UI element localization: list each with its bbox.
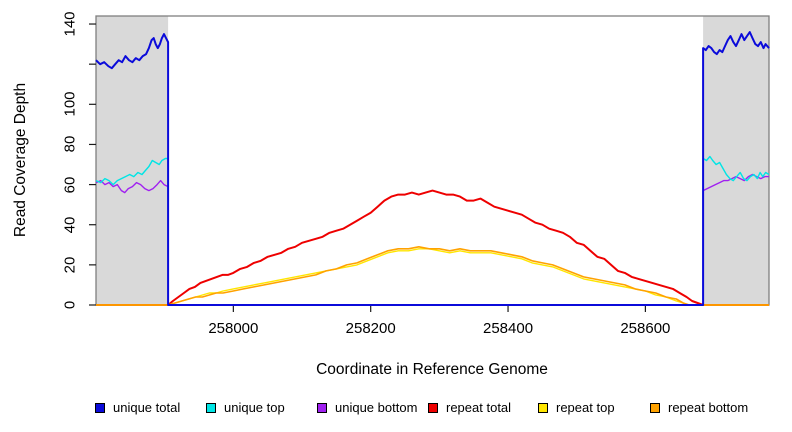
y-tick-label: 0 bbox=[61, 300, 79, 310]
series-unique-top bbox=[95, 155, 770, 306]
y-tick-label: 80 bbox=[61, 136, 79, 153]
x-axis-title: Coordinate in Reference Genome bbox=[316, 361, 548, 378]
series-repeat-total bbox=[96, 189, 769, 306]
x-tick-label: 258200 bbox=[345, 320, 396, 337]
series-unique-total bbox=[95, 31, 770, 306]
y-tick-label: 20 bbox=[61, 256, 79, 274]
x-tick-label: 258600 bbox=[620, 320, 671, 337]
plot-border bbox=[95, 15, 770, 306]
shaded-region bbox=[96, 16, 169, 305]
y-tick-label: 40 bbox=[61, 216, 79, 234]
y-axis-title: Read Coverage Depth bbox=[12, 82, 29, 238]
x-tick-label: 258000 bbox=[208, 320, 259, 337]
series-repeat-bottom bbox=[96, 246, 769, 306]
y-tick-label: 100 bbox=[61, 91, 79, 117]
y-tick-label: 60 bbox=[61, 176, 79, 193]
series-repeat-top bbox=[96, 248, 769, 306]
x-tick-label: 258400 bbox=[483, 320, 534, 337]
y-tick-label: 140 bbox=[61, 11, 79, 37]
shaded-region bbox=[703, 16, 769, 305]
